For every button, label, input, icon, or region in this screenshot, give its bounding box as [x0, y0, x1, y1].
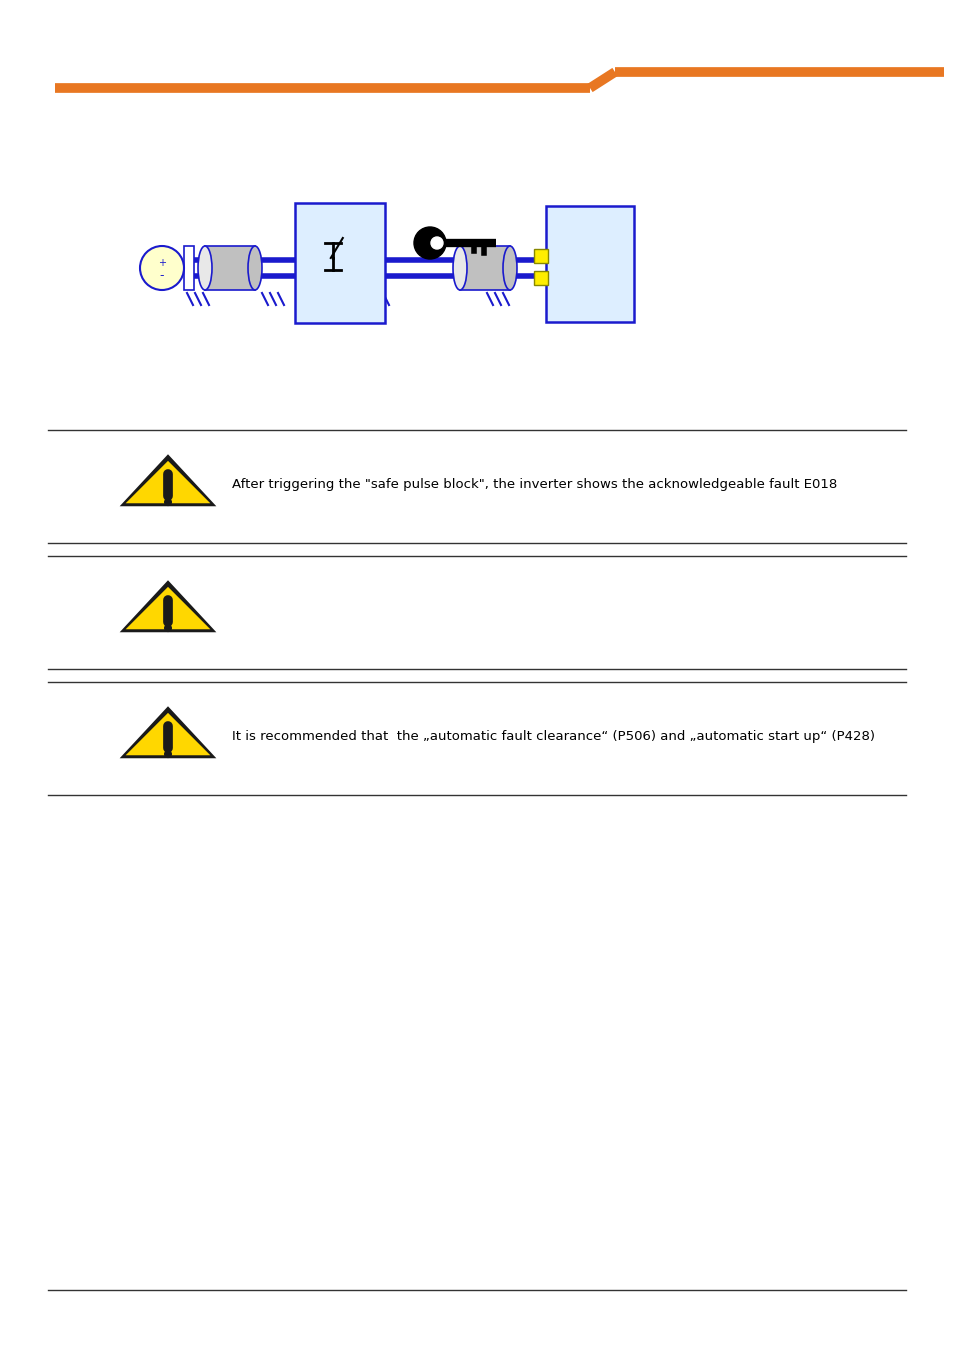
Polygon shape — [119, 454, 216, 506]
Polygon shape — [119, 580, 216, 632]
Ellipse shape — [502, 246, 517, 290]
Ellipse shape — [453, 246, 467, 290]
Bar — [294, 202, 385, 323]
Polygon shape — [119, 706, 216, 759]
Circle shape — [140, 246, 184, 290]
Bar — [184, 246, 193, 290]
Text: After triggering the "safe pulse block", the inverter shows the acknowledgeable : After triggering the "safe pulse block",… — [232, 478, 837, 491]
Bar — [205, 246, 254, 290]
Polygon shape — [126, 587, 211, 629]
Ellipse shape — [198, 246, 212, 290]
Text: It is recommended that  the „automatic fault clearance“ (P506) and „automatic st: It is recommended that the „automatic fa… — [232, 730, 874, 742]
Circle shape — [431, 238, 442, 248]
Ellipse shape — [248, 246, 262, 290]
Text: -: - — [159, 270, 164, 282]
Circle shape — [414, 227, 446, 259]
Bar — [534, 271, 547, 285]
Polygon shape — [126, 713, 211, 755]
Bar — [534, 248, 547, 263]
Bar — [545, 207, 634, 323]
Bar — [459, 246, 510, 290]
Circle shape — [164, 498, 172, 506]
Circle shape — [164, 624, 172, 632]
Polygon shape — [126, 460, 211, 504]
Text: +: + — [158, 258, 166, 269]
Circle shape — [164, 751, 172, 759]
